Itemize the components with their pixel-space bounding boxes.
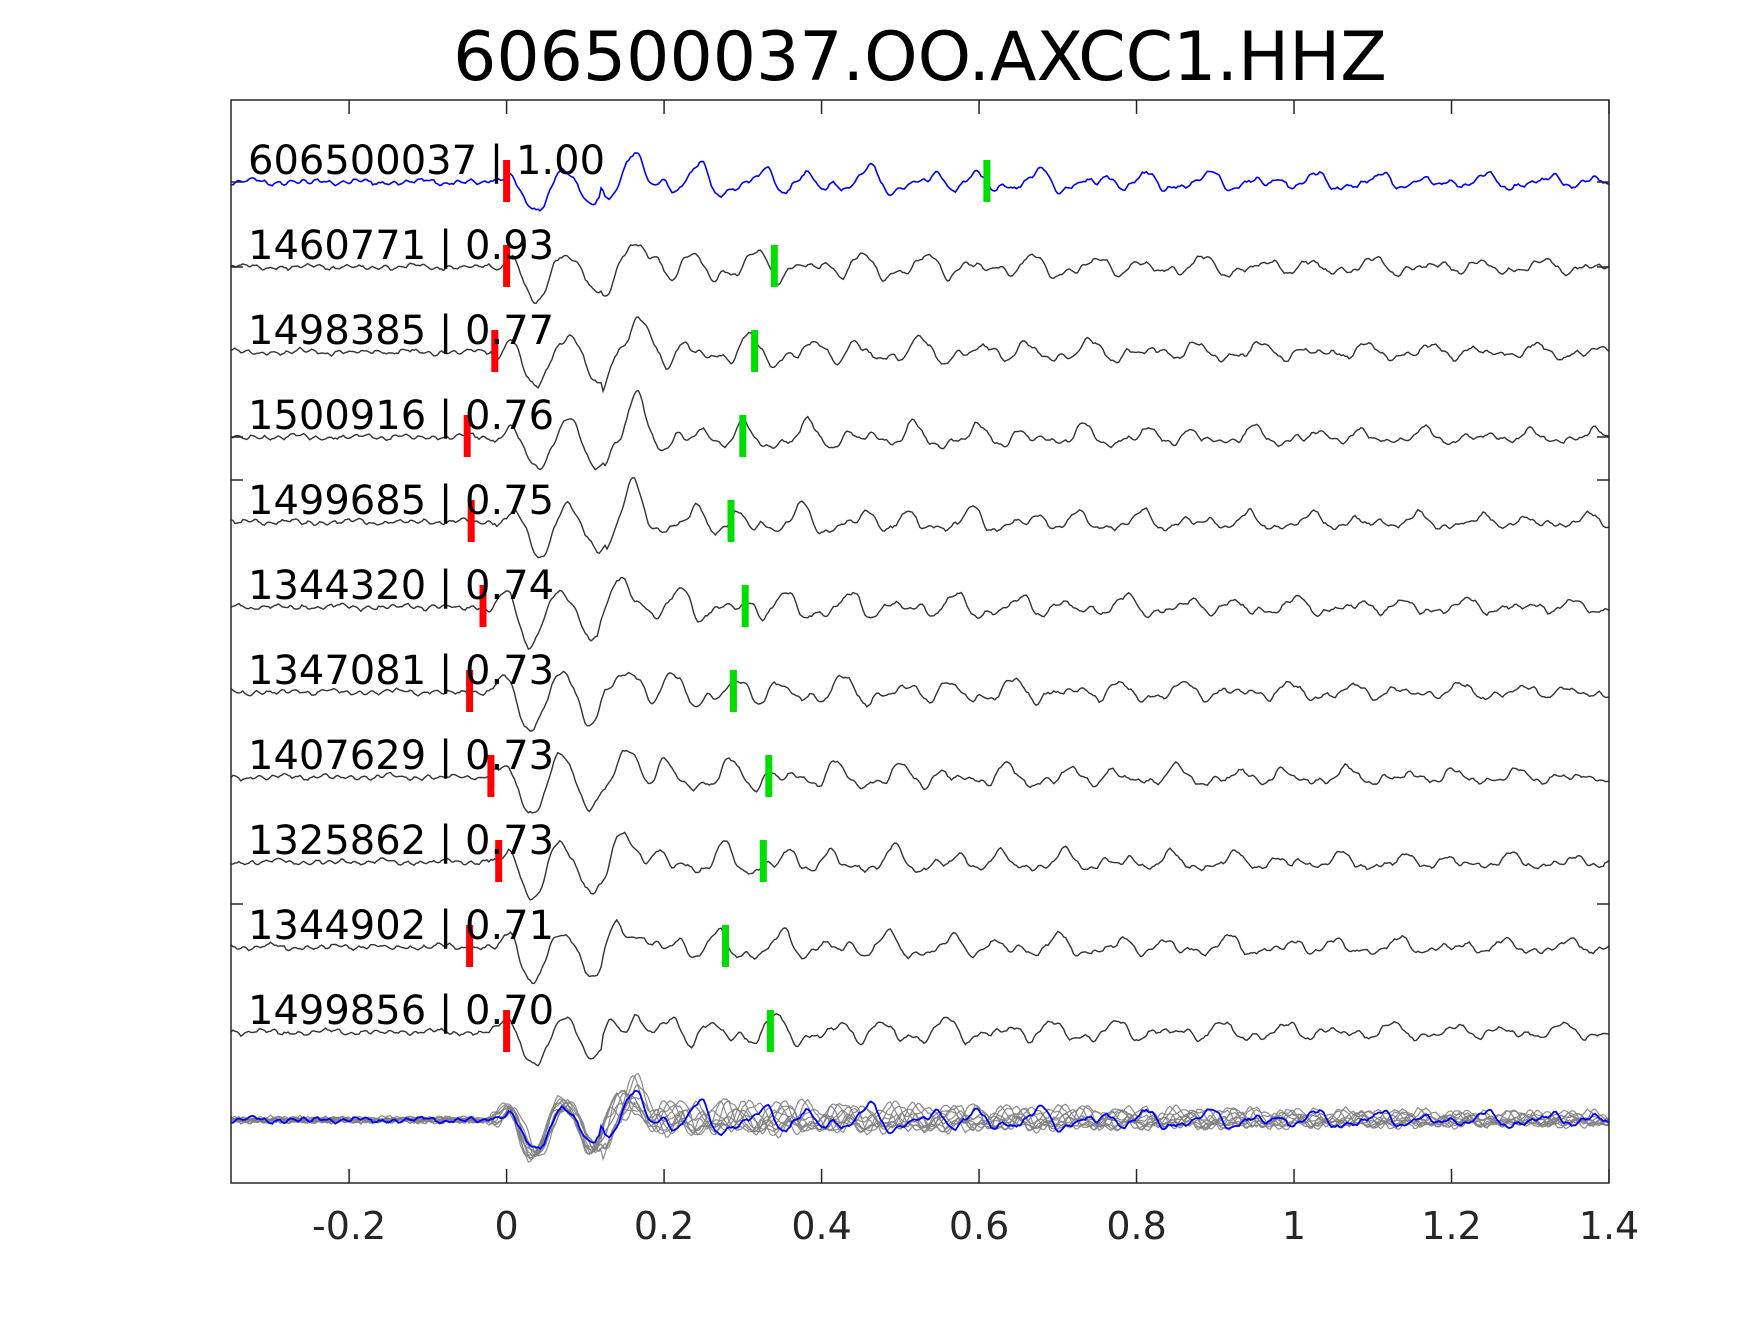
plot-area: 606500037 | 1.00 1460771 | 0.93 1498385 | …	[230, 138, 1610, 1163]
x-axis-ticks	[231, 100, 1610, 1183]
x-tick-label: 0	[495, 1204, 519, 1248]
p-pick-marker	[503, 160, 511, 202]
stack-template-trace	[231, 1089, 1610, 1150]
trace-1344320: 1344320 | 0.74	[230, 563, 1610, 650]
trace-1325862: 1325862 | 0.73	[230, 818, 1610, 901]
trace-606500037: 606500037 | 1.00	[231, 138, 1610, 212]
waveform-1499856	[230, 1012, 1610, 1067]
p-pick-marker	[463, 415, 471, 457]
s-pick-marker	[759, 840, 767, 882]
trace-label: 1498385 | 0.77	[248, 308, 554, 354]
x-tick-label: -0.2	[312, 1204, 386, 1248]
waveform-1498385	[230, 316, 1610, 394]
s-pick-marker	[770, 245, 778, 287]
stack-trace	[230, 1101, 1610, 1155]
p-pick-marker	[495, 840, 503, 882]
waveform-1407629	[230, 749, 1609, 814]
trace-1347081: 1347081 | 0.73	[230, 648, 1610, 732]
s-pick-marker	[722, 925, 729, 967]
x-tick-label: 0.8	[1106, 1204, 1166, 1248]
trace-1500916: 1500916 | 0.76	[230, 390, 1610, 471]
s-pick-marker	[739, 415, 747, 457]
p-pick-marker	[503, 1010, 511, 1052]
waveform-1499685	[230, 477, 1610, 559]
x-tick-label: 0.2	[634, 1204, 694, 1248]
p-pick-marker	[467, 500, 475, 542]
waveform-1460771	[230, 244, 1610, 305]
trace-label: 1407629 | 0.73	[248, 733, 554, 779]
waveform-1344902	[230, 918, 1610, 985]
s-pick-marker	[983, 160, 991, 202]
x-tick-label: 1.4	[1579, 1204, 1639, 1248]
x-tick-label: 1	[1282, 1204, 1306, 1248]
s-pick-marker	[727, 500, 735, 542]
waveform-1344320	[230, 576, 1610, 650]
p-pick-marker	[487, 755, 495, 797]
trace-label: 1347081 | 0.73	[248, 648, 554, 694]
s-pick-marker	[741, 585, 749, 627]
trace-1407629: 1407629 | 0.73	[230, 733, 1609, 814]
trace-1460771: 1460771 | 0.93	[230, 223, 1610, 305]
p-pick-marker	[466, 670, 474, 712]
x-axis-tick-labels: -0.2 0 0.2 0.4 0.6 0.8 1 1.2 1.4	[312, 1204, 1639, 1248]
trace-1499685: 1499685 | 0.75	[230, 477, 1610, 559]
x-tick-label: 0.6	[949, 1204, 1009, 1248]
trace-label: 1325862 | 0.73	[248, 818, 554, 864]
s-pick-marker	[729, 670, 737, 712]
stacked-overlay	[230, 1073, 1610, 1163]
trace-label: 1500916 | 0.76	[248, 393, 554, 439]
s-pick-marker	[751, 330, 759, 372]
waveform-1500916	[230, 390, 1610, 471]
chart-title: 606500037.OO.AXCC1.HHZ	[453, 18, 1387, 97]
trace-label: 1499685 | 0.75	[248, 478, 554, 524]
trace-label: 1344320 | 0.74	[248, 563, 554, 609]
p-pick-marker	[466, 925, 474, 967]
trace-1499856: 1499856 | 0.70	[230, 988, 1610, 1067]
x-tick-label: 0.4	[791, 1204, 851, 1248]
x-tick-label: 1.2	[1421, 1204, 1481, 1248]
axes-frame	[230, 99, 1610, 1184]
trace-1498385: 1498385 | 0.77	[230, 308, 1610, 394]
trace-label: 1499856 | 0.70	[248, 988, 554, 1034]
waveform-1347081	[230, 670, 1610, 732]
trace-label: 1460771 | 0.93	[248, 223, 554, 269]
s-pick-marker	[766, 1010, 774, 1052]
waveform-606500037	[231, 152, 1610, 212]
p-pick-marker	[479, 585, 487, 627]
waveform-1325862	[230, 831, 1610, 901]
p-pick-marker	[503, 245, 511, 287]
trace-1344902: 1344902 | 0.71	[230, 903, 1610, 985]
s-pick-marker	[765, 755, 773, 797]
trace-label: 606500037 | 1.00	[248, 138, 605, 184]
p-pick-marker	[491, 330, 499, 372]
trace-label: 1344902 | 0.71	[248, 903, 554, 949]
